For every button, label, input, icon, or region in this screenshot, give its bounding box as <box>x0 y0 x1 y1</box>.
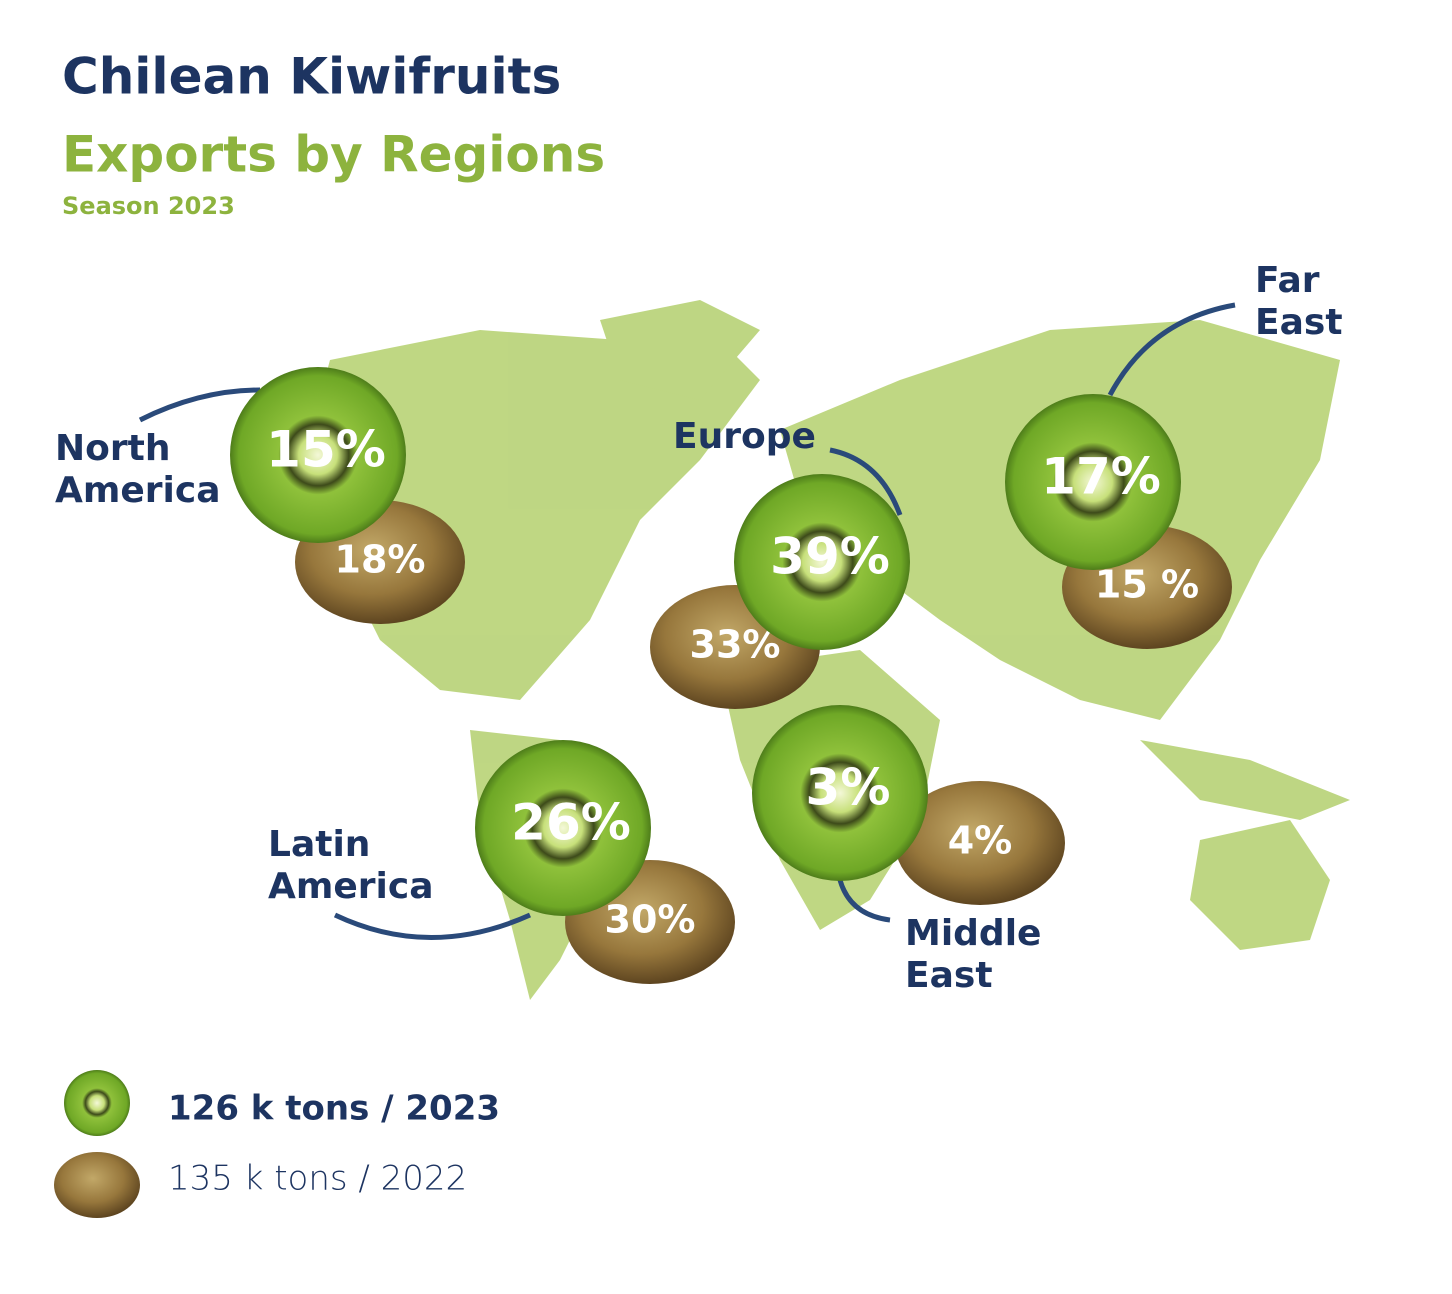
region-name: America <box>268 866 434 907</box>
season: Season 2023 <box>62 192 235 220</box>
pct-2023: 17% <box>1041 448 1161 506</box>
legend-previous: 135 k tons / 2022 <box>168 1159 467 1199</box>
pct-2023: 3% <box>806 759 891 817</box>
pct-2022: 15 % <box>1095 563 1199 607</box>
pct-2023: 15% <box>266 421 386 479</box>
legend-slice <box>64 1070 130 1136</box>
pct-2022: 33% <box>690 623 781 667</box>
region-name: North <box>55 428 170 469</box>
pct-2023: 26% <box>511 794 631 852</box>
connector-arc <box>138 387 261 423</box>
connector-arc <box>333 912 532 940</box>
legend: 126 k tons / 2023 135 k tons / 2022 <box>54 1070 500 1218</box>
kiwi-slice <box>1005 394 1181 570</box>
connector-arc <box>1107 302 1236 397</box>
kiwi-slice <box>475 740 651 916</box>
subtitle: Exports by Regions <box>62 126 605 184</box>
connector-arc <box>829 447 903 516</box>
legend-current: 126 k tons / 2023 <box>168 1089 500 1129</box>
world-map <box>300 300 1350 1000</box>
region-name: East <box>1255 302 1343 343</box>
connector-arc <box>837 879 891 923</box>
whole-kiwi <box>895 781 1065 905</box>
region-name: Europe <box>673 416 816 457</box>
pct-2022: 18% <box>335 538 426 582</box>
legend-whole <box>54 1152 140 1218</box>
region-name: Middle <box>905 913 1041 954</box>
title: Chilean Kiwifruits <box>62 48 561 106</box>
region-name: Latin <box>268 824 370 865</box>
kiwi-slice <box>752 705 928 881</box>
region-name: America <box>55 470 221 511</box>
pct-2022: 4% <box>948 819 1013 863</box>
region-name: East <box>905 955 993 996</box>
kiwi-slice <box>734 474 910 650</box>
pct-2022: 30% <box>605 898 696 942</box>
pct-2023: 39% <box>770 528 890 586</box>
region-name: Far <box>1255 260 1320 301</box>
kiwi-slice <box>230 367 406 543</box>
